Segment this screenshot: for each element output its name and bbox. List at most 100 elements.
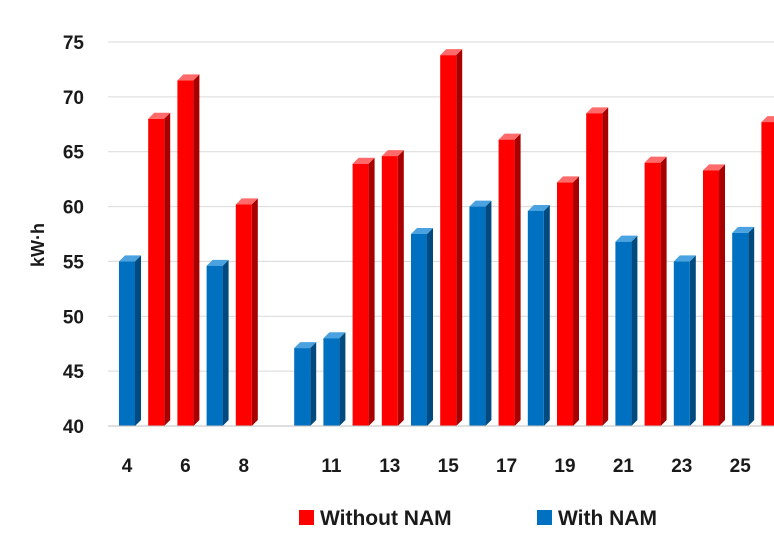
bar-with-nam-day-14 [411, 228, 433, 426]
bar-front [557, 182, 573, 426]
bar-side [543, 204, 550, 426]
bar-with-nam-day-18 [527, 204, 550, 426]
bar-top [703, 164, 725, 171]
bar-front [440, 55, 457, 427]
bar-without-nam-day-13 [381, 150, 404, 427]
bar-side [719, 164, 725, 426]
legend-swatch-without-nam [299, 510, 314, 525]
bar-top [352, 157, 375, 164]
bar-front [498, 139, 515, 426]
x-tick-label-15: 15 [438, 456, 460, 477]
bar-top [673, 255, 696, 262]
x-tick-label-13: 13 [379, 456, 400, 477]
bar-without-nam-day-15 [440, 49, 463, 427]
bar-top [206, 259, 229, 266]
bar-top [527, 204, 550, 211]
x-tick-label-23: 23 [671, 456, 692, 477]
bar-top [294, 342, 317, 349]
bar-side [339, 332, 346, 426]
x-tick-label-25: 25 [730, 456, 752, 477]
bar-side [135, 255, 141, 426]
legend-swatch-with-nam [537, 510, 552, 525]
bar-front [206, 265, 223, 426]
bar-without-nam-day-24 [703, 164, 725, 426]
bar-without-nam-day-12 [352, 157, 375, 427]
bar-front [352, 163, 369, 427]
bar-side [573, 176, 579, 426]
bar-with-nam-day-21 [615, 235, 638, 426]
x-tick-label-6: 6 [180, 456, 191, 477]
bar-without-nam-day-20 [586, 107, 609, 427]
bar-front [323, 338, 340, 426]
y-tick-label-60: 60 [63, 198, 84, 219]
bar-top [323, 332, 346, 339]
x-tick-label-4: 4 [122, 456, 133, 477]
y-tick-label-45: 45 [63, 362, 85, 383]
bar-with-nam-day-25 [732, 226, 755, 426]
bar-front [527, 210, 544, 426]
bar-side [602, 107, 609, 427]
bar-top [235, 198, 258, 205]
bar-front [673, 261, 690, 426]
bar-top [557, 176, 579, 183]
bar-front [644, 162, 661, 426]
y-axis-ticks: 40 45 50 55 60 65 70 75 [63, 33, 85, 438]
x-tick-label-21: 21 [613, 456, 635, 477]
bar-front [381, 156, 398, 427]
bar-side [427, 228, 433, 426]
bar-front [586, 113, 603, 427]
bar-top [119, 255, 141, 262]
x-tick-label-19: 19 [554, 456, 575, 477]
y-tick-label-65: 65 [63, 143, 85, 164]
bar-top [615, 235, 638, 242]
bar-front [294, 348, 311, 426]
bar-without-nam-day-17 [498, 133, 521, 426]
y-axis-title: kW·h [28, 223, 48, 267]
x-tick-label-8: 8 [239, 456, 250, 477]
x-axis-ticks: 468111315171921232527 [122, 456, 752, 477]
bar-side [748, 226, 755, 426]
bar-without-nam-day-8 [235, 198, 258, 426]
legend-label-without-nam: Without NAM [320, 507, 452, 530]
bar-side [368, 157, 375, 427]
bar-front [177, 80, 194, 427]
bar-side [456, 49, 463, 427]
bar-side [514, 133, 521, 426]
bar-front [148, 118, 165, 427]
bar-without-nam-day-19 [557, 176, 579, 426]
bar-side [193, 74, 200, 427]
bar-front [119, 261, 135, 426]
bar-front [761, 122, 774, 426]
bar-top [148, 112, 171, 119]
x-tick-label-11: 11 [321, 456, 342, 477]
bar-top [177, 74, 200, 81]
bar-top [644, 156, 667, 163]
bar-without-nam-day-6 [177, 74, 200, 427]
bar-with-nam-day-4 [119, 255, 141, 426]
bar-front [411, 234, 427, 426]
x-tick-label-17: 17 [496, 456, 517, 477]
bar-top [761, 116, 774, 123]
bar-front [469, 206, 486, 426]
bar-top [498, 133, 521, 140]
bar-top [381, 150, 404, 157]
bar-side [251, 198, 258, 426]
bar-side [485, 200, 492, 426]
bar-with-nam-day-7 [206, 259, 229, 426]
bar-front [732, 232, 749, 426]
bar-side [660, 156, 667, 426]
bar-top [732, 226, 755, 233]
bar-without-nam-day-5 [148, 112, 171, 427]
bar-without-nam-day-26 [761, 116, 774, 426]
y-tick-label-50: 50 [63, 307, 84, 328]
legend-label-with-nam: With NAM [558, 507, 657, 530]
bar-side [222, 259, 229, 426]
y-tick-label-55: 55 [63, 252, 85, 273]
bar-with-nam-day-10 [294, 342, 317, 426]
bar-front [235, 204, 252, 426]
bar-without-nam-day-22 [644, 156, 667, 426]
bar-side [397, 150, 404, 427]
bar-with-nam-day-11 [323, 332, 346, 426]
bar-side [631, 235, 638, 426]
